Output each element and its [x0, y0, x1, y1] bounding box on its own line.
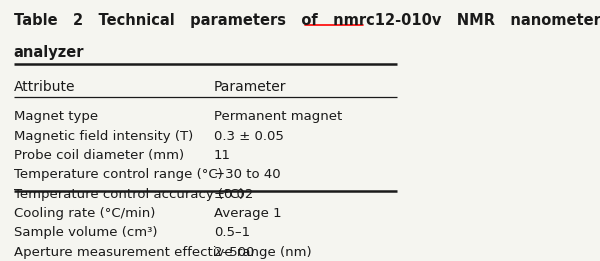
Text: 2–500: 2–500: [214, 246, 254, 259]
Text: ±0.02: ±0.02: [214, 188, 254, 201]
Text: Permanent magnet: Permanent magnet: [214, 110, 342, 123]
Text: Sample volume (cm³): Sample volume (cm³): [14, 227, 157, 240]
Text: Table   2   Technical   parameters   of   nmrc12-010v   NMR   nanometer   pore: Table 2 Technical parameters of nmrc12-0…: [14, 13, 600, 28]
Text: Parameter: Parameter: [214, 80, 286, 93]
Text: 11: 11: [214, 149, 230, 162]
Text: −30 to 40: −30 to 40: [214, 168, 280, 181]
Text: Aperture measurement effective range (nm): Aperture measurement effective range (nm…: [14, 246, 311, 259]
Text: Average 1: Average 1: [214, 207, 281, 220]
Text: Probe coil diameter (mm): Probe coil diameter (mm): [14, 149, 184, 162]
Text: Magnet type: Magnet type: [14, 110, 98, 123]
Text: Temperature control range (°C): Temperature control range (°C): [14, 168, 223, 181]
Text: Temperature control accuracy (°C): Temperature control accuracy (°C): [14, 188, 244, 201]
Text: analyzer: analyzer: [14, 45, 84, 60]
Text: 0.5–1: 0.5–1: [214, 227, 250, 240]
Text: Cooling rate (°C/min): Cooling rate (°C/min): [14, 207, 155, 220]
Text: Attribute: Attribute: [14, 80, 75, 93]
Text: Magnetic field intensity (T): Magnetic field intensity (T): [14, 129, 193, 143]
Text: 0.3 ± 0.05: 0.3 ± 0.05: [214, 129, 284, 143]
